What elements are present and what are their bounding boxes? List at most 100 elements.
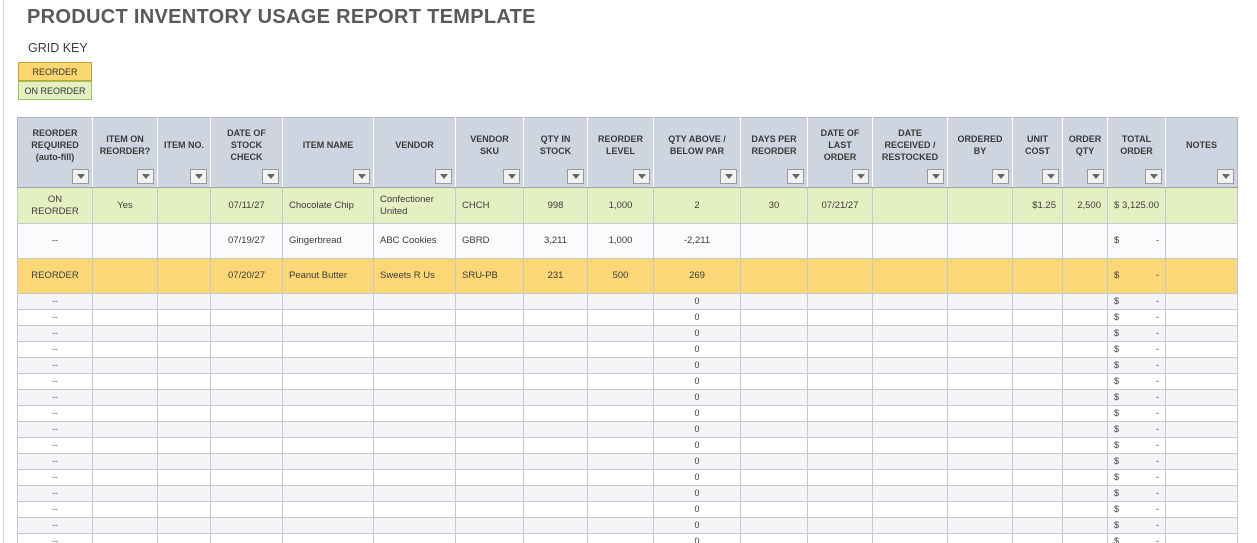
cell-ordered_by[interactable] bbox=[947, 373, 1013, 390]
cell-reorder_level[interactable] bbox=[587, 453, 654, 470]
cell-date_of_last_order[interactable] bbox=[807, 453, 873, 470]
cell-item_no[interactable] bbox=[157, 517, 211, 534]
cell-unit_cost[interactable] bbox=[1012, 421, 1063, 438]
cell-reorder_level[interactable] bbox=[587, 389, 654, 406]
cell-item_name[interactable] bbox=[282, 437, 374, 454]
cell-order_qty[interactable] bbox=[1062, 373, 1108, 390]
cell-item_on_reorder[interactable] bbox=[92, 405, 158, 422]
cell-qty_above_below_par[interactable]: 0 bbox=[653, 469, 741, 486]
cell-date_of_last_order[interactable] bbox=[807, 501, 873, 518]
cell-days_per_reorder[interactable] bbox=[740, 325, 808, 342]
cell-qty_in_stock[interactable] bbox=[523, 373, 588, 390]
cell-qty_above_below_par[interactable]: 0 bbox=[653, 405, 741, 422]
cell-item_name[interactable] bbox=[282, 389, 374, 406]
cell-qty_above_below_par[interactable]: 269 bbox=[653, 258, 741, 294]
cell-reorder_level[interactable] bbox=[587, 341, 654, 358]
cell-item_name[interactable]: Chocolate Chip bbox=[282, 187, 374, 224]
cell-qty_above_below_par[interactable]: 0 bbox=[653, 453, 741, 470]
cell-date_of_stock_check[interactable] bbox=[210, 485, 283, 502]
cell-item_on_reorder[interactable] bbox=[92, 293, 158, 310]
cell-date_of_last_order[interactable] bbox=[807, 533, 873, 543]
filter-button[interactable] bbox=[720, 169, 737, 184]
cell-date_received_restocked[interactable] bbox=[872, 325, 948, 342]
cell-qty_in_stock[interactable] bbox=[523, 421, 588, 438]
cell-reorder_level[interactable] bbox=[587, 501, 654, 518]
cell-qty_in_stock[interactable] bbox=[523, 469, 588, 486]
cell-notes[interactable] bbox=[1165, 258, 1238, 294]
cell-date_of_last_order[interactable] bbox=[807, 389, 873, 406]
filter-button[interactable] bbox=[1042, 169, 1059, 184]
filter-button[interactable] bbox=[262, 169, 279, 184]
cell-date_of_stock_check[interactable] bbox=[210, 469, 283, 486]
cell-vendor_sku[interactable] bbox=[455, 469, 524, 486]
cell-qty_in_stock[interactable] bbox=[523, 357, 588, 374]
cell-item_name[interactable] bbox=[282, 293, 374, 310]
cell-vendor_sku[interactable] bbox=[455, 309, 524, 326]
cell-order_qty[interactable]: 2,500 bbox=[1062, 187, 1108, 224]
cell-item_on_reorder[interactable] bbox=[92, 421, 158, 438]
filter-button[interactable] bbox=[503, 169, 520, 184]
cell-order_qty[interactable] bbox=[1062, 341, 1108, 358]
cell-qty_in_stock[interactable] bbox=[523, 341, 588, 358]
cell-unit_cost[interactable]: $1.25 bbox=[1012, 187, 1063, 224]
cell-ordered_by[interactable] bbox=[947, 405, 1013, 422]
cell-vendor_sku[interactable] bbox=[455, 485, 524, 502]
cell-reorder_level[interactable] bbox=[587, 469, 654, 486]
cell-vendor[interactable] bbox=[373, 341, 456, 358]
cell-vendor_sku[interactable]: GBRD bbox=[455, 223, 524, 259]
cell-date_of_stock_check[interactable] bbox=[210, 501, 283, 518]
cell-ordered_by[interactable] bbox=[947, 501, 1013, 518]
cell-item_on_reorder[interactable] bbox=[92, 453, 158, 470]
cell-reorder_required[interactable]: -- bbox=[17, 373, 93, 390]
cell-qty_above_below_par[interactable]: 0 bbox=[653, 517, 741, 534]
cell-vendor_sku[interactable] bbox=[455, 341, 524, 358]
column-header-qty_in_stock[interactable]: QTY IN STOCK bbox=[523, 117, 588, 188]
cell-reorder_required[interactable]: -- bbox=[17, 309, 93, 326]
filter-button[interactable] bbox=[190, 169, 207, 184]
cell-reorder_required[interactable]: -- bbox=[17, 517, 93, 534]
cell-ordered_by[interactable] bbox=[947, 533, 1013, 543]
cell-date_received_restocked[interactable] bbox=[872, 341, 948, 358]
cell-ordered_by[interactable] bbox=[947, 341, 1013, 358]
cell-item_no[interactable] bbox=[157, 485, 211, 502]
cell-ordered_by[interactable] bbox=[947, 485, 1013, 502]
cell-date_of_last_order[interactable] bbox=[807, 469, 873, 486]
cell-date_received_restocked[interactable] bbox=[872, 258, 948, 294]
cell-vendor[interactable] bbox=[373, 517, 456, 534]
cell-days_per_reorder[interactable] bbox=[740, 341, 808, 358]
cell-days_per_reorder[interactable] bbox=[740, 223, 808, 259]
cell-days_per_reorder[interactable] bbox=[740, 293, 808, 310]
column-header-item_on_reorder[interactable]: ITEM ON REORDER? bbox=[92, 117, 158, 188]
column-header-qty_above_below_par[interactable]: QTY ABOVE / BELOW PAR bbox=[653, 117, 741, 188]
cell-item_no[interactable] bbox=[157, 405, 211, 422]
cell-item_no[interactable] bbox=[157, 357, 211, 374]
cell-reorder_level[interactable] bbox=[587, 533, 654, 543]
cell-reorder_level[interactable]: 1,000 bbox=[587, 187, 654, 224]
cell-date_received_restocked[interactable] bbox=[872, 405, 948, 422]
cell-item_on_reorder[interactable] bbox=[92, 357, 158, 374]
cell-qty_in_stock[interactable] bbox=[523, 517, 588, 534]
cell-reorder_required[interactable]: -- bbox=[17, 533, 93, 543]
cell-vendor_sku[interactable] bbox=[455, 421, 524, 438]
cell-total_order[interactable]: $ - bbox=[1107, 309, 1166, 326]
cell-item_name[interactable] bbox=[282, 325, 374, 342]
cell-date_received_restocked[interactable] bbox=[872, 421, 948, 438]
cell-date_of_stock_check[interactable] bbox=[210, 453, 283, 470]
cell-notes[interactable] bbox=[1165, 501, 1238, 518]
cell-reorder_level[interactable] bbox=[587, 437, 654, 454]
cell-date_of_stock_check[interactable] bbox=[210, 373, 283, 390]
cell-item_no[interactable] bbox=[157, 309, 211, 326]
cell-order_qty[interactable] bbox=[1062, 258, 1108, 294]
cell-reorder_required[interactable]: -- bbox=[17, 223, 93, 259]
cell-total_order[interactable]: $ - bbox=[1107, 485, 1166, 502]
cell-qty_above_below_par[interactable]: 0 bbox=[653, 421, 741, 438]
cell-item_name[interactable] bbox=[282, 469, 374, 486]
cell-unit_cost[interactable] bbox=[1012, 223, 1063, 259]
cell-unit_cost[interactable] bbox=[1012, 258, 1063, 294]
cell-date_received_restocked[interactable] bbox=[872, 501, 948, 518]
cell-reorder_level[interactable] bbox=[587, 357, 654, 374]
cell-days_per_reorder[interactable] bbox=[740, 517, 808, 534]
cell-qty_above_below_par[interactable]: 2 bbox=[653, 187, 741, 224]
cell-total_order[interactable]: $ - bbox=[1107, 258, 1166, 294]
cell-date_of_stock_check[interactable] bbox=[210, 517, 283, 534]
